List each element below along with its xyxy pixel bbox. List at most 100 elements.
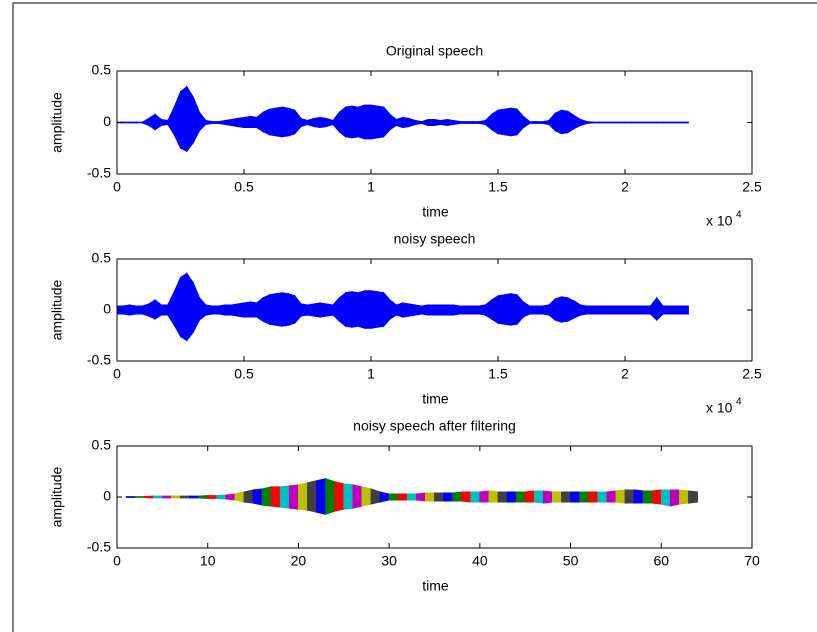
plot-title: Original speech xyxy=(386,43,483,59)
waveform-segment xyxy=(370,104,378,140)
y-tick-label: 0 xyxy=(103,488,111,504)
y-tick-label: 0.5 xyxy=(92,62,112,78)
waveform-segment xyxy=(453,119,461,126)
y-tick-label: -0.5 xyxy=(87,352,111,368)
waveform-segment xyxy=(465,121,474,124)
waveform-segment xyxy=(218,119,226,126)
waveform-segment xyxy=(681,121,689,124)
waveform-segment xyxy=(122,121,131,124)
waveform-segment xyxy=(143,495,154,499)
x-tick-label: 1.5 xyxy=(488,366,508,382)
waveform-segment xyxy=(230,303,239,317)
waveform-segment xyxy=(503,107,512,137)
frame xyxy=(12,2,817,632)
y-tick-label: 0.5 xyxy=(92,250,112,266)
waveform-segment xyxy=(579,491,590,503)
waveform-segment xyxy=(189,495,200,499)
y-tick-label: 0.5 xyxy=(92,437,112,453)
waveform-segment xyxy=(376,105,385,139)
waveform-segment xyxy=(288,484,299,510)
waveform-segment xyxy=(152,495,163,499)
waveform-segment xyxy=(338,291,347,328)
waveform-segment xyxy=(275,292,283,327)
waveform-segment xyxy=(552,491,562,503)
waveform-segment xyxy=(268,293,277,326)
y-tick-label: 0 xyxy=(103,113,111,129)
waveform-segment xyxy=(524,490,535,503)
waveform-segment xyxy=(397,493,408,501)
x-tick-label: 1 xyxy=(367,366,375,382)
waveform-segment xyxy=(237,302,245,318)
waveform-segment xyxy=(129,121,137,124)
waveform-segment xyxy=(234,491,245,503)
waveform-segment xyxy=(656,121,664,124)
waveform-segment xyxy=(472,121,480,124)
waveform-segment xyxy=(618,305,626,315)
waveform-segment xyxy=(268,107,277,137)
waveform-segment xyxy=(281,106,289,138)
waveform-segment xyxy=(443,492,454,502)
waveform-segment xyxy=(415,492,426,502)
waveform-segment xyxy=(237,116,245,129)
waveform-segment xyxy=(446,118,454,127)
waveform-segment xyxy=(597,491,608,503)
waveform-segment xyxy=(497,491,508,503)
x-tick-label: 2 xyxy=(621,179,629,195)
y-tick-label: 0 xyxy=(103,301,111,317)
waveform-segment xyxy=(662,305,670,315)
waveform-segment xyxy=(567,110,575,134)
waveform-segment xyxy=(580,304,588,316)
y-tick-label: -0.5 xyxy=(87,539,111,555)
waveform-segment xyxy=(669,121,677,124)
waveform-segment xyxy=(352,484,363,509)
waveform-segment xyxy=(134,496,145,498)
waveform-segment xyxy=(281,292,289,327)
waveform-segment xyxy=(161,304,169,316)
waveform-segment xyxy=(357,104,366,140)
x-tick-label: 0.5 xyxy=(234,179,254,195)
waveform-segment xyxy=(218,304,226,316)
waveform-segment xyxy=(135,305,143,315)
waveform-segment xyxy=(171,495,181,499)
waveform-segment xyxy=(376,291,385,328)
waveform-segment xyxy=(325,478,336,515)
plot-title: noisy speech xyxy=(394,231,476,247)
x-axis-label: time xyxy=(422,578,449,594)
waveform-segment xyxy=(662,121,670,124)
x-axis-label: time xyxy=(422,204,449,220)
waveform-segment xyxy=(615,489,626,504)
waveform-segment xyxy=(592,305,600,315)
waveform-segment xyxy=(224,118,232,127)
waveform-segment xyxy=(395,302,404,318)
waveform-segment xyxy=(624,305,632,315)
waveform-segment xyxy=(395,116,404,129)
x-tick-label: 2.5 xyxy=(742,179,762,195)
waveform-segment xyxy=(669,489,680,507)
waveform-segment xyxy=(211,305,220,315)
waveform-segment xyxy=(415,304,423,316)
waveform-segment xyxy=(459,305,467,315)
waveform-segment xyxy=(198,495,209,499)
waveform-segment xyxy=(129,304,137,316)
waveform-segment xyxy=(364,290,372,329)
x-tick-label: 1 xyxy=(367,179,375,195)
x-scale-power: 4 xyxy=(736,397,742,408)
x-tick-label: 0 xyxy=(113,553,121,569)
waveform-segment xyxy=(675,121,683,124)
waveform-segment xyxy=(252,488,263,506)
waveform-segment xyxy=(446,304,454,316)
waveform-segment xyxy=(351,291,359,328)
waveform-segment xyxy=(243,115,251,129)
waveform-segment xyxy=(141,303,150,317)
x-tick-label: 0.5 xyxy=(234,366,254,382)
x-tick-label: 30 xyxy=(381,553,397,569)
waveform-segment xyxy=(343,483,354,510)
waveform-segment xyxy=(503,293,512,326)
waveform-segment xyxy=(599,121,607,124)
waveform-segment xyxy=(570,491,581,503)
x-tick-label: 2.5 xyxy=(742,366,762,382)
waveform-segment xyxy=(313,116,321,129)
waveform-segment xyxy=(605,121,613,124)
waveform-segment xyxy=(180,272,188,342)
waveform-segment xyxy=(478,119,486,126)
